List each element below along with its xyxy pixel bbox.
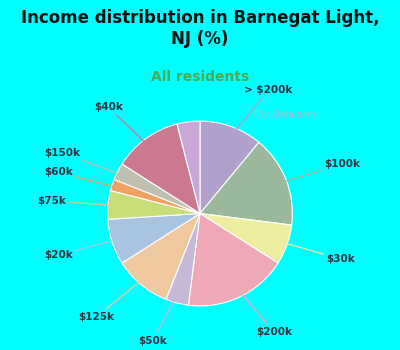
Text: $40k: $40k xyxy=(94,102,156,152)
Text: $75k: $75k xyxy=(38,196,124,206)
Text: $30k: $30k xyxy=(271,239,355,264)
Text: $20k: $20k xyxy=(44,237,128,260)
Wedge shape xyxy=(110,180,200,214)
Wedge shape xyxy=(122,214,200,299)
Text: $60k: $60k xyxy=(44,167,128,190)
Wedge shape xyxy=(200,121,259,214)
Wedge shape xyxy=(200,142,292,225)
Wedge shape xyxy=(114,164,200,214)
Wedge shape xyxy=(166,214,200,305)
Text: Income distribution in Barnegat Light,
NJ (%): Income distribution in Barnegat Light, N… xyxy=(21,9,379,48)
Text: $150k: $150k xyxy=(45,148,132,179)
Text: All residents: All residents xyxy=(151,70,249,84)
Wedge shape xyxy=(177,121,200,214)
Text: $50k: $50k xyxy=(139,287,181,345)
Wedge shape xyxy=(108,190,200,219)
Text: $125k: $125k xyxy=(78,272,152,322)
Text: > $200k: > $200k xyxy=(226,85,293,142)
Text: City-Data.com: City-Data.com xyxy=(252,110,316,119)
Wedge shape xyxy=(108,214,200,263)
Wedge shape xyxy=(188,214,278,306)
Text: $200k: $200k xyxy=(232,282,292,337)
Wedge shape xyxy=(200,214,292,263)
Text: $100k: $100k xyxy=(270,159,360,186)
Wedge shape xyxy=(122,124,200,214)
